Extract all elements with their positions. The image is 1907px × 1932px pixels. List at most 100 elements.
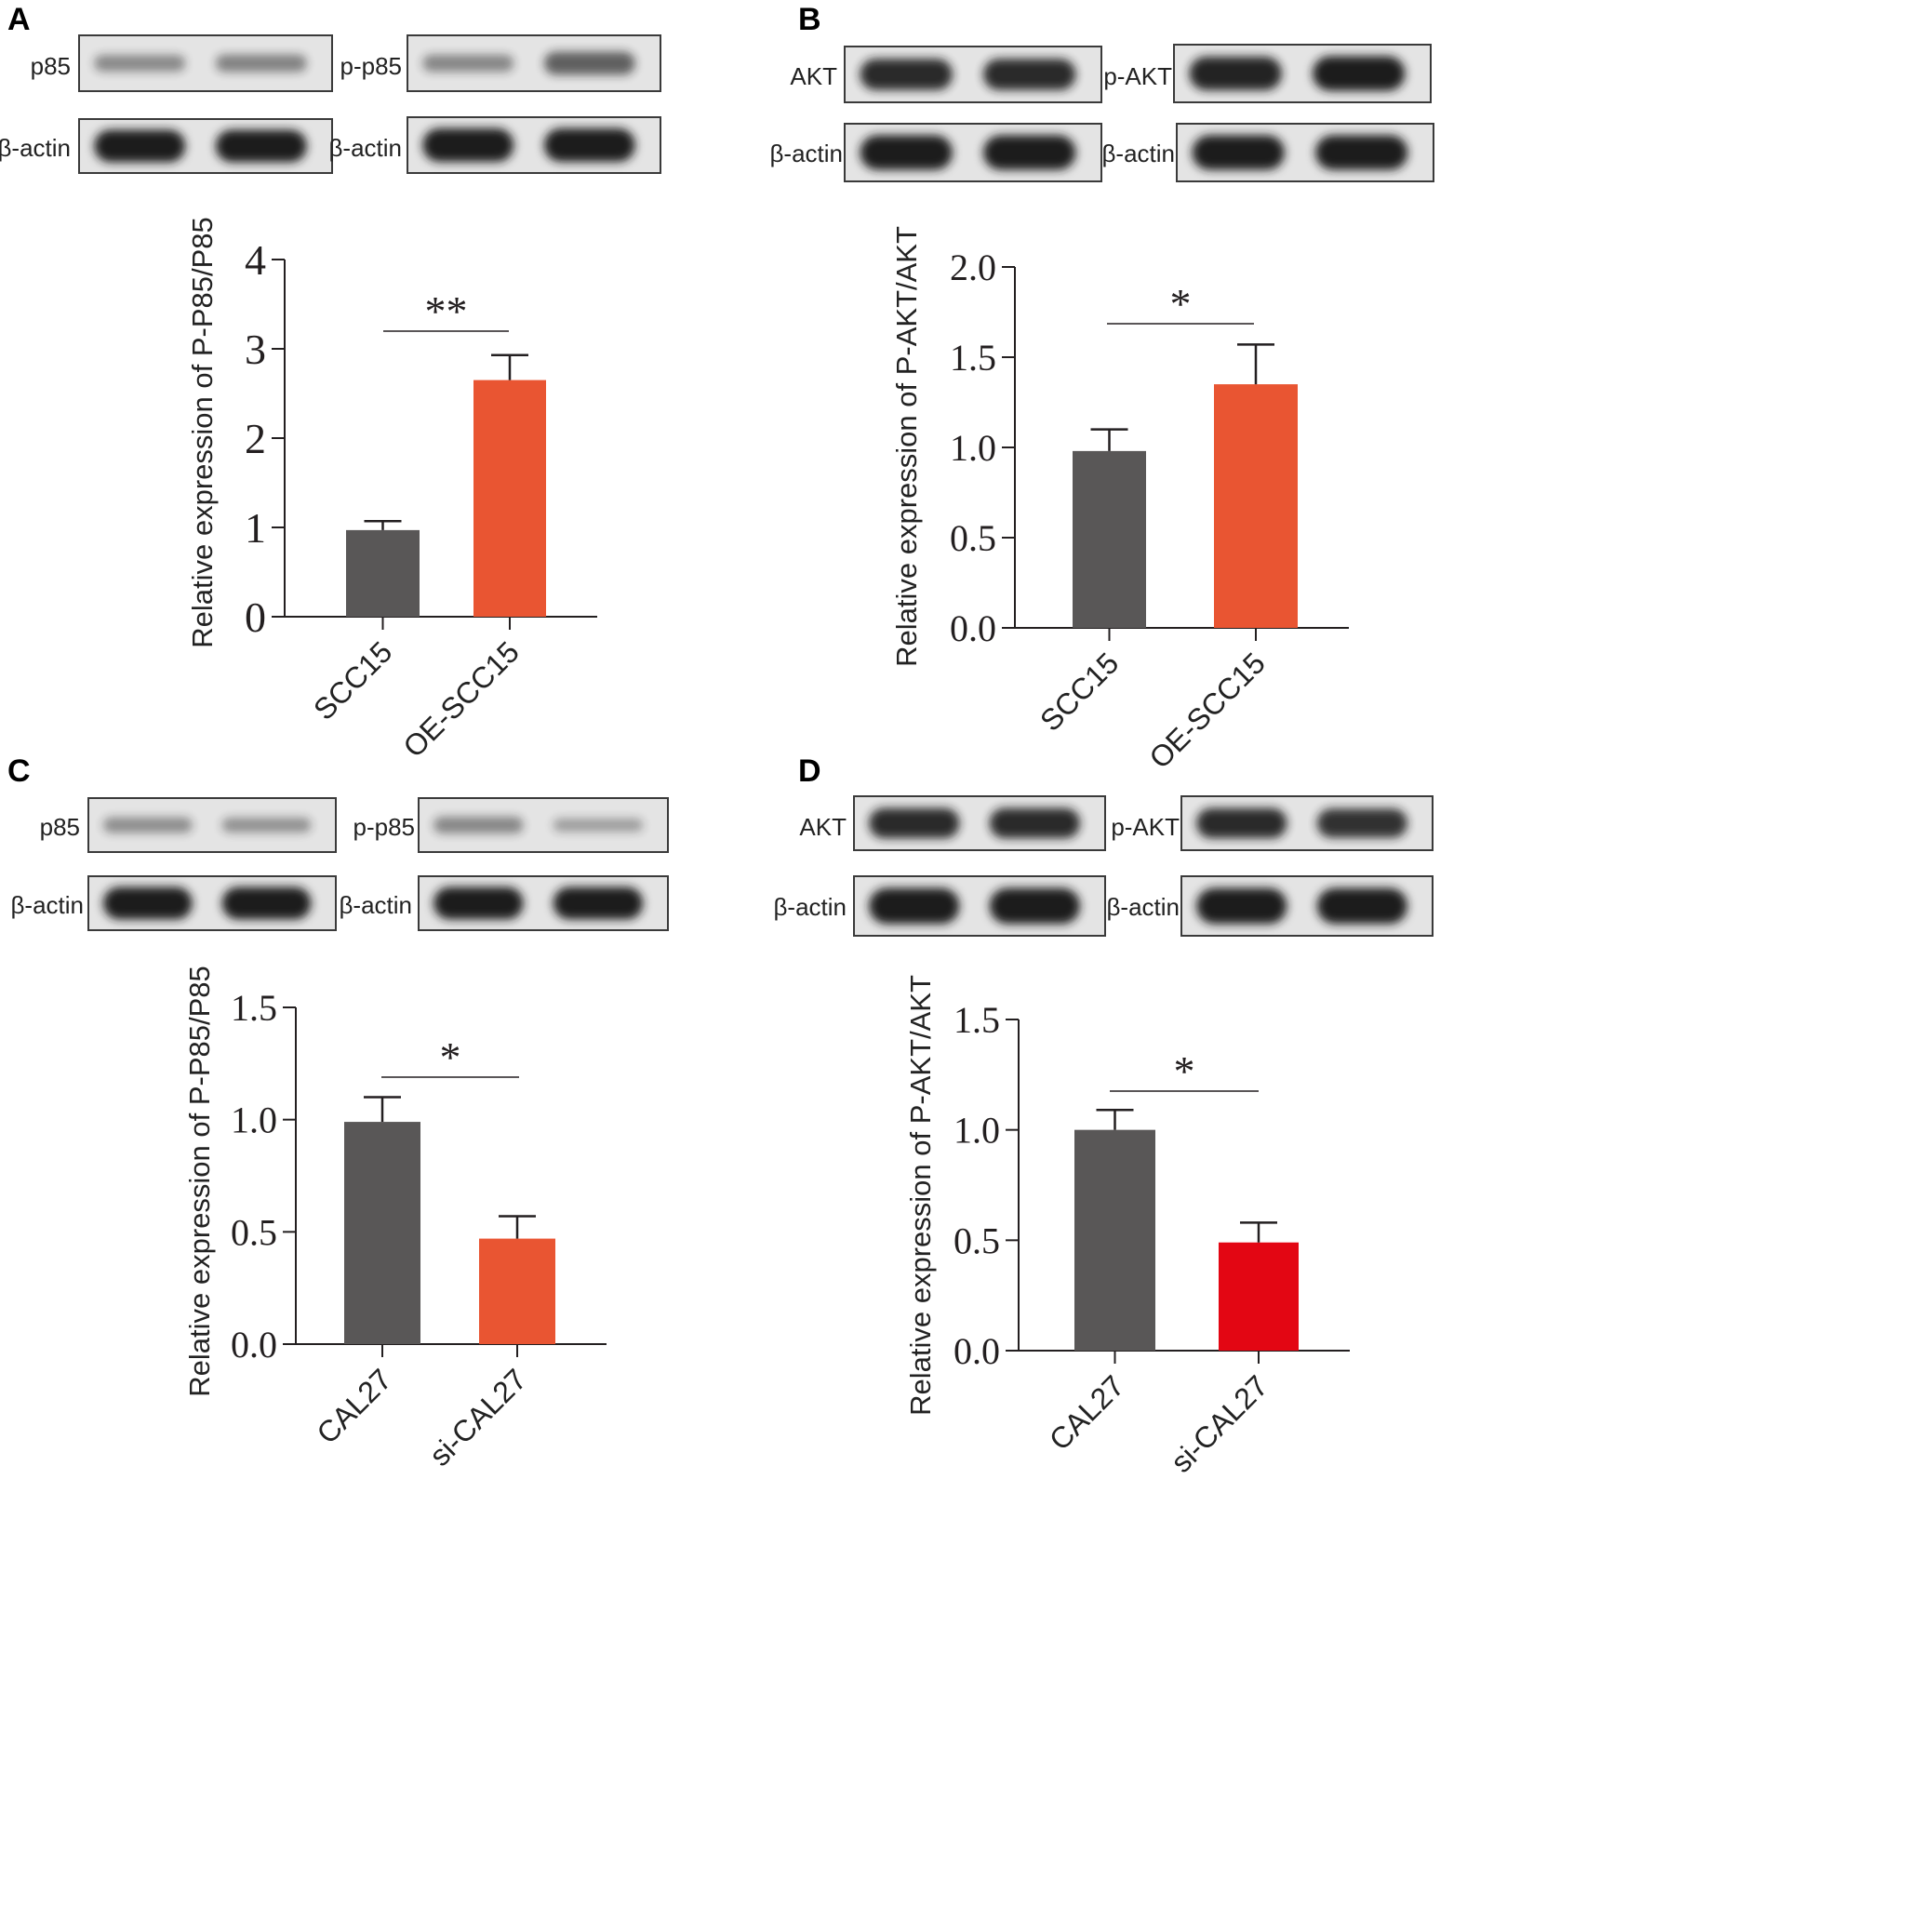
panel-letter: D xyxy=(798,753,821,789)
blot-label: p85 xyxy=(31,52,71,80)
blot-band xyxy=(433,886,524,920)
y-tick-label: 1.0 xyxy=(950,427,996,469)
x-tick-label: si-CAL27 xyxy=(422,1362,533,1472)
blot-band xyxy=(422,54,514,73)
blot-band xyxy=(553,818,644,833)
blot-label: β-actin xyxy=(0,134,71,162)
blot-label: p-AKT xyxy=(1103,62,1172,90)
panel-b: B AKT p-AKT β-actin β-actin 0.0 0.5 1.0 1.5 2.0 Re… xyxy=(769,2,1434,775)
blot-label: β-actin xyxy=(773,893,847,921)
y-tick-label: 0.5 xyxy=(231,1211,277,1253)
western-blot xyxy=(1180,795,1434,851)
blot-band xyxy=(989,887,1080,925)
significance-marker: * xyxy=(1174,1047,1195,1095)
y-tick-label: 0.0 xyxy=(954,1330,1000,1372)
y-tick-label: 1.0 xyxy=(231,1099,277,1141)
x-tick-label: SCC15 xyxy=(1034,646,1125,737)
western-blot xyxy=(1180,875,1434,937)
y-axis-label: Relative expression of P-AKT/AKT xyxy=(904,975,937,1416)
bar xyxy=(346,529,420,617)
significance-marker: * xyxy=(440,1033,461,1081)
blot-band xyxy=(983,135,1076,170)
blot-label: β-actin xyxy=(339,891,412,919)
y-tick-label: 0.0 xyxy=(950,607,996,649)
panel-letter: C xyxy=(7,753,31,789)
y-axis-label: Relative expression of P-P85/P85 xyxy=(186,217,219,648)
western-blot xyxy=(87,797,337,853)
x-tick-label: OE-SCC15 xyxy=(1142,646,1272,775)
panel-letter: A xyxy=(7,2,31,37)
panel-d: D AKT p-AKT β-actin β-actin 0.0 0.5 1.0 1.5 Relat… xyxy=(773,753,1434,1479)
x-tick-label: CAL27 xyxy=(310,1362,398,1450)
blot-band xyxy=(869,887,960,925)
blot-band xyxy=(983,59,1076,90)
bar xyxy=(473,380,546,617)
blot-band xyxy=(221,818,312,833)
blot-band xyxy=(94,55,186,72)
bar xyxy=(1073,450,1146,628)
western-blot xyxy=(78,118,333,174)
blot-band xyxy=(215,129,307,163)
blot-band xyxy=(102,886,193,920)
blot-label: β-actin xyxy=(1101,140,1175,167)
western-blot xyxy=(844,46,1102,103)
y-tick-label: 1.5 xyxy=(950,337,996,379)
y-tick-label: 2 xyxy=(245,415,266,462)
blot-band xyxy=(1196,807,1287,839)
blot-band xyxy=(860,59,953,90)
blot-band xyxy=(989,807,1080,839)
blot-band xyxy=(422,128,514,162)
western-blot xyxy=(407,34,661,92)
y-tick-label: 1.0 xyxy=(954,1110,1000,1152)
y-tick-label: 1.5 xyxy=(231,987,277,1029)
y-tick-label: 0.5 xyxy=(954,1219,1000,1261)
bar-chart: 0.0 0.5 1.0 1.5 Relative expression of P-AKT… xyxy=(904,975,1350,1479)
blot-label: β-actin xyxy=(10,891,84,919)
blot-band xyxy=(1189,57,1282,90)
blot-band xyxy=(94,129,186,163)
blot-band xyxy=(869,807,960,839)
blot-band xyxy=(1313,56,1406,91)
bar xyxy=(1219,1242,1299,1351)
blot-band xyxy=(543,128,635,162)
bar-chart: 0.0 0.5 1.0 1.5 2.0 Relative expression of P-… xyxy=(890,226,1349,775)
y-axis-label: Relative expression of P-AKT/AKT xyxy=(890,226,923,667)
western-blot xyxy=(78,34,333,92)
y-tick-label: 3 xyxy=(245,326,266,373)
bar-chart: 0 1 2 3 4 Relative expression of P-P85/P85 SCC… xyxy=(186,217,597,764)
y-tick-label: 1.5 xyxy=(954,999,1000,1041)
blot-label: AKT xyxy=(799,813,847,841)
blot-label: β-actin xyxy=(328,134,402,162)
significance-marker: * xyxy=(1170,280,1192,327)
western-blot xyxy=(407,116,661,174)
western-blot xyxy=(418,797,669,853)
blot-band xyxy=(553,886,644,920)
y-tick-label: 0.0 xyxy=(231,1324,277,1366)
western-blot xyxy=(87,875,337,931)
blot-label: AKT xyxy=(790,62,837,90)
blot-band xyxy=(1316,808,1407,838)
bar-chart: 0.0 0.5 1.0 1.5 Relative expression of P-P85… xyxy=(183,966,607,1472)
x-tick-label: si-CAL27 xyxy=(1164,1368,1274,1479)
blot-label: p-p85 xyxy=(340,52,403,80)
western-blot xyxy=(853,795,1106,851)
blot-band xyxy=(102,817,193,833)
y-tick-label: 0.5 xyxy=(950,517,996,559)
western-blot xyxy=(853,875,1106,937)
western-blot xyxy=(1176,123,1434,182)
x-tick-label: CAL27 xyxy=(1043,1368,1131,1457)
y-tick-label: 4 xyxy=(245,236,266,284)
blot-band xyxy=(1192,135,1285,170)
blot-band xyxy=(221,886,312,920)
blot-label: β-actin xyxy=(769,140,843,167)
bar xyxy=(479,1238,555,1344)
y-tick-label: 1 xyxy=(245,504,266,552)
panel-letter: B xyxy=(798,2,821,37)
blot-band xyxy=(433,817,524,833)
x-tick-label: SCC15 xyxy=(307,634,398,726)
blot-band xyxy=(1315,135,1408,170)
significance-marker: ** xyxy=(425,287,468,335)
